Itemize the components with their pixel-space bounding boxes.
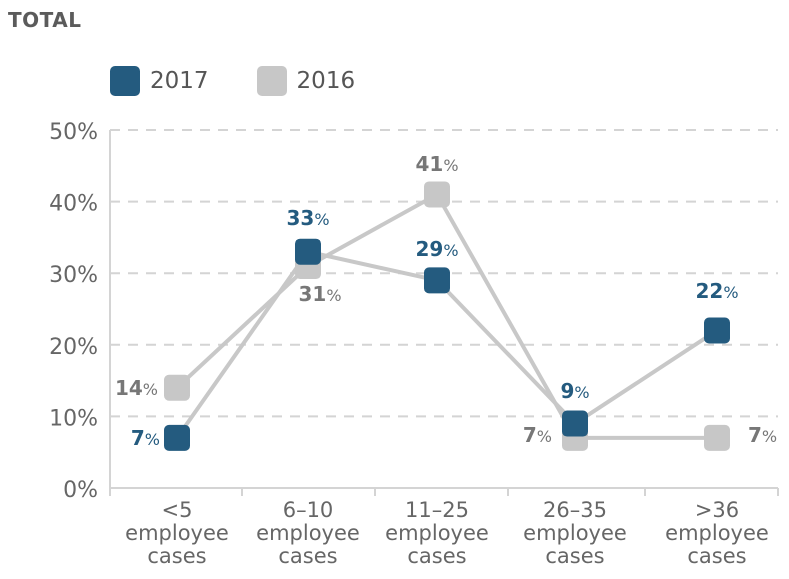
marker-2017 bbox=[164, 424, 190, 451]
data-label-2017: 29% bbox=[415, 237, 458, 261]
y-tick-label: 10% bbox=[49, 406, 98, 431]
legend: 2017 2016 bbox=[110, 66, 403, 96]
data-label-2016: 7% bbox=[748, 423, 777, 447]
data-label-2017: 22% bbox=[695, 279, 738, 303]
y-tick-label: 40% bbox=[49, 192, 98, 217]
legend-label-2017: 2017 bbox=[150, 68, 209, 94]
marker-2016 bbox=[704, 424, 730, 451]
x-tick-label: employee bbox=[665, 521, 769, 545]
y-tick-label: 50% bbox=[49, 120, 98, 145]
legend-label-2016: 2016 bbox=[296, 68, 356, 94]
legend-item-2016: 2016 bbox=[256, 66, 356, 96]
x-tick-label: cases bbox=[278, 544, 337, 568]
x-tick-label: 6–10 bbox=[283, 498, 334, 522]
x-tick-label: employee bbox=[125, 521, 229, 545]
x-tick-label: cases bbox=[687, 544, 746, 568]
legend-swatch-2017 bbox=[110, 66, 140, 96]
marker-2016 bbox=[424, 181, 450, 208]
y-tick-label: 20% bbox=[49, 335, 98, 360]
data-label-2016: 14% bbox=[115, 376, 158, 400]
x-tick-label: >36 bbox=[695, 498, 739, 522]
data-label-2017: 9% bbox=[560, 379, 589, 403]
x-tick-label: 26–35 bbox=[543, 498, 607, 522]
x-tick-label: 11–25 bbox=[405, 498, 469, 522]
data-label-2016: 7% bbox=[523, 423, 552, 447]
data-label-2016: 31% bbox=[298, 282, 341, 306]
data-label-2017: 7% bbox=[131, 426, 160, 450]
chart-title: TOTAL bbox=[8, 8, 82, 32]
x-tick-label: employee bbox=[523, 521, 627, 545]
x-tick-label: employee bbox=[385, 521, 489, 545]
x-tick-label: cases bbox=[147, 544, 206, 568]
marker-2016 bbox=[164, 374, 190, 401]
legend-item-2017: 2017 bbox=[110, 66, 209, 96]
x-tick-label: cases bbox=[545, 544, 604, 568]
data-label-2016: 41% bbox=[415, 152, 458, 176]
y-tick-label: 30% bbox=[49, 263, 98, 288]
marker-2017 bbox=[704, 317, 730, 344]
x-tick-label: <5 bbox=[162, 498, 193, 522]
marker-2017 bbox=[295, 238, 321, 265]
data-label-2017: 33% bbox=[286, 206, 329, 230]
marker-2017 bbox=[424, 267, 450, 294]
x-tick-label: employee bbox=[256, 521, 360, 545]
series-line-2016 bbox=[175, 192, 717, 440]
legend-swatch-2016 bbox=[256, 66, 287, 96]
marker-2017 bbox=[562, 410, 588, 437]
y-tick-label: 0% bbox=[63, 478, 98, 503]
x-tick-label: cases bbox=[407, 544, 466, 568]
